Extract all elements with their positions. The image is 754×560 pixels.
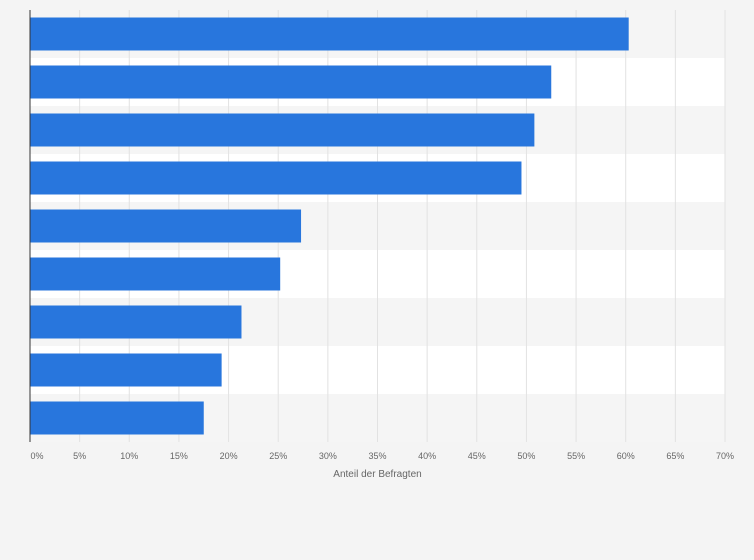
bar: [30, 161, 522, 195]
bar: [30, 305, 242, 339]
bars: [30, 17, 629, 435]
bar: [30, 17, 629, 51]
x-tick-label: 35%: [368, 451, 386, 461]
x-tick-label: 60%: [617, 451, 635, 461]
bar: [30, 65, 552, 99]
x-tick-label: 25%: [269, 451, 287, 461]
bar: [30, 401, 204, 435]
x-tick-label: 50%: [517, 451, 535, 461]
x-axis-tick-labels: 0% 5% 10% 15% 20% 25% 30% 35% 40% 45% 50% 55% 60% 65%…: [30, 451, 734, 461]
x-tick-label: 55%: [567, 451, 585, 461]
x-axis-title: Anteil der Befragten: [333, 469, 421, 480]
x-tick-label: 30%: [319, 451, 337, 461]
bar: [30, 353, 222, 387]
x-tick-label: 0%: [30, 451, 43, 461]
bar: [30, 209, 302, 243]
x-tick-label: 10%: [120, 451, 138, 461]
x-tick-label: 40%: [418, 451, 436, 461]
bar: [30, 113, 535, 147]
bar: [30, 257, 281, 291]
x-tick-label: 45%: [468, 451, 486, 461]
x-tick-label: 15%: [170, 451, 188, 461]
x-tick-label: 20%: [220, 451, 238, 461]
x-tick-label: 65%: [666, 451, 684, 461]
x-tick-label: 5%: [73, 451, 86, 461]
x-tick-label: 70%: [716, 451, 734, 461]
